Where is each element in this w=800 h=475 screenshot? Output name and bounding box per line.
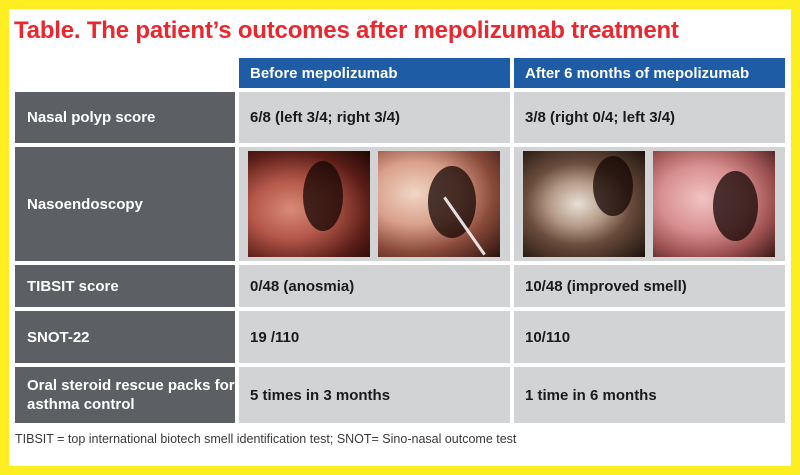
row-label-nasoendoscopy: Nasoendoscopy bbox=[15, 147, 235, 261]
table-row: Nasoendoscopy bbox=[15, 147, 785, 261]
table-row: Oral steroid rescue packs for asthma con… bbox=[15, 367, 785, 423]
cell-before: 5 times in 3 months bbox=[239, 367, 510, 423]
row-label-oral-steroid-rescue-packs: Oral steroid rescue packs for asthma con… bbox=[15, 367, 235, 423]
table-row: Nasal polyp score 6/8 (left 3/4; right 3… bbox=[15, 92, 785, 143]
cell-after: 1 time in 6 months bbox=[514, 367, 785, 423]
table-row: TIBSIT score 0/48 (anosmia) 10/48 (impro… bbox=[15, 265, 785, 307]
cell-after: 10/48 (improved smell) bbox=[514, 265, 785, 307]
table-footnote: TIBSIT = top international biotech smell… bbox=[15, 432, 517, 446]
table-row: SNOT-22 19 /110 10/110 bbox=[15, 311, 785, 363]
cell-before: 6/8 (left 3/4; right 3/4) bbox=[239, 92, 510, 143]
row-label-snot-22: SNOT-22 bbox=[15, 311, 235, 363]
header-after: After 6 months of mepolizumab bbox=[514, 58, 785, 88]
cell-before-images bbox=[239, 147, 510, 261]
endoscopy-image-after-right bbox=[653, 151, 775, 257]
cell-before: 19 /110 bbox=[239, 311, 510, 363]
table-header-row: Before mepolizumab After 6 months of mep… bbox=[15, 58, 785, 88]
header-before: Before mepolizumab bbox=[239, 58, 510, 88]
cell-after: 10/110 bbox=[514, 311, 785, 363]
endoscopy-image-after-left bbox=[523, 151, 645, 257]
cell-before: 0/48 (anosmia) bbox=[239, 265, 510, 307]
header-empty-cell bbox=[15, 58, 235, 88]
cell-after: 3/8 (right 0/4; left 3/4) bbox=[514, 92, 785, 143]
endoscopy-image-before-left bbox=[248, 151, 370, 257]
row-label-nasal-polyp-score: Nasal polyp score bbox=[15, 92, 235, 143]
endoscopy-image-before-right bbox=[378, 151, 500, 257]
cell-after-images bbox=[514, 147, 785, 261]
table-title: Table. The patient’s outcomes after mepo… bbox=[14, 17, 679, 44]
row-label-tibsit-score: TIBSIT score bbox=[15, 265, 235, 307]
